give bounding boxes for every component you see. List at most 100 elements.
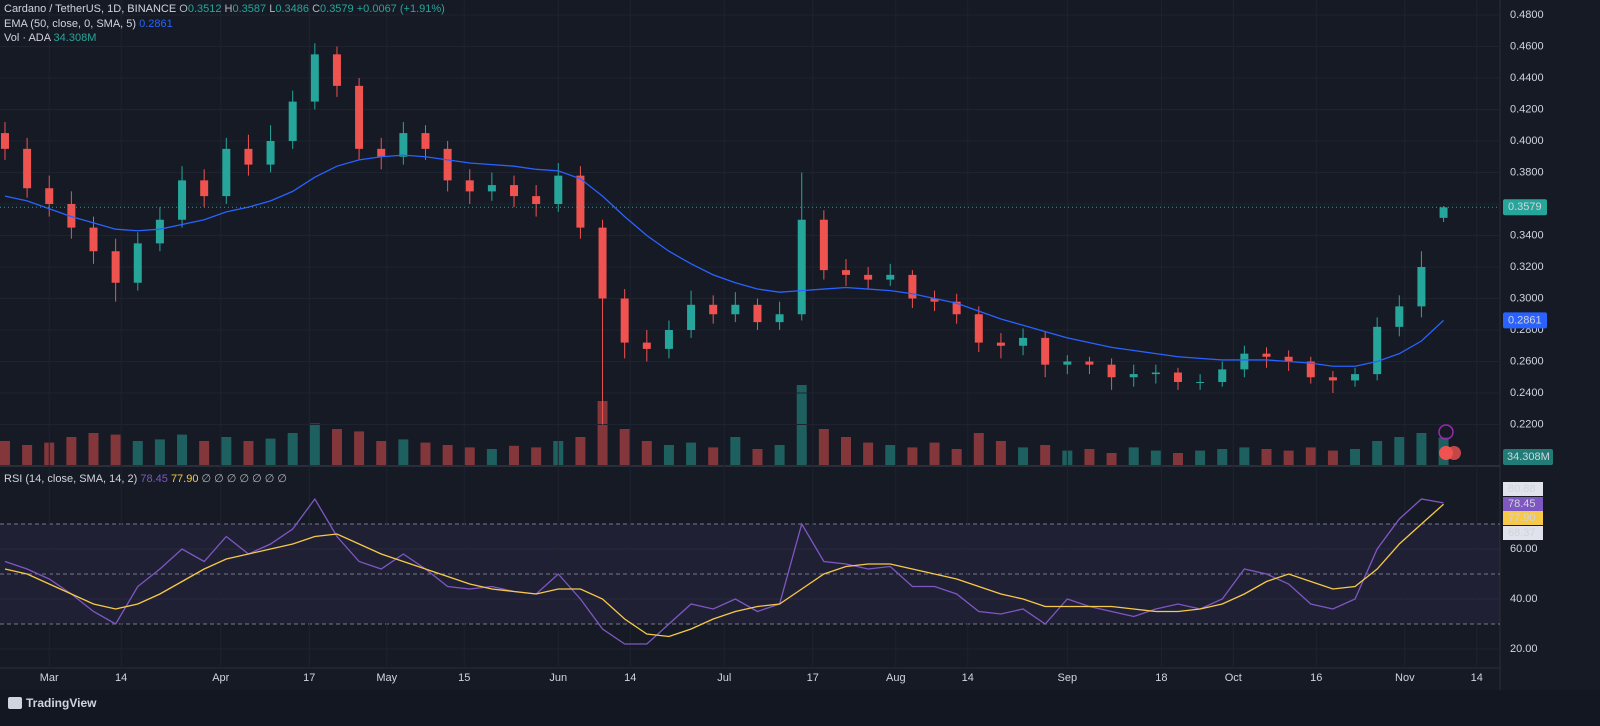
volume-bar bbox=[641, 441, 652, 465]
candle-body bbox=[1240, 353, 1249, 370]
volume-bar bbox=[1040, 445, 1051, 465]
candle-body bbox=[1351, 374, 1360, 381]
volume-bar bbox=[376, 441, 387, 465]
volume-bar bbox=[287, 433, 298, 465]
candle-body bbox=[133, 243, 142, 283]
volume-bar bbox=[221, 437, 232, 465]
candle-body bbox=[974, 314, 983, 343]
rsi-badge-text: 68.37 bbox=[1508, 527, 1536, 539]
candle-body bbox=[465, 180, 474, 192]
x-tick-label: Sep bbox=[1058, 672, 1078, 684]
candle-body bbox=[1041, 337, 1050, 365]
change: +0.0067 (+1.91%) bbox=[356, 3, 445, 15]
volume-bar bbox=[1018, 447, 1029, 465]
volume-bar bbox=[1372, 441, 1383, 465]
ohlc-value: 0.3486 bbox=[275, 3, 309, 15]
candle-body bbox=[89, 227, 98, 252]
x-tick-label: 15 bbox=[458, 672, 470, 684]
ema-value: 0.2861 bbox=[139, 18, 173, 30]
volume-bar bbox=[995, 441, 1006, 465]
candle-body bbox=[1284, 356, 1293, 362]
candle-body bbox=[155, 219, 164, 244]
candle-body bbox=[23, 148, 32, 189]
symbol-title[interactable]: Cardano / TetherUS, 1D, BINANCE bbox=[4, 3, 177, 15]
volume-bar bbox=[88, 433, 99, 465]
rsi-badge bbox=[1503, 511, 1543, 525]
x-tick-label: Jun bbox=[549, 672, 567, 684]
volume-bar bbox=[686, 442, 697, 465]
volume-bar bbox=[1150, 450, 1161, 465]
y-tick-label: 0.4000 bbox=[1510, 135, 1544, 147]
candle-body bbox=[377, 148, 386, 157]
volume-bar bbox=[442, 445, 453, 465]
candle-body bbox=[1417, 266, 1426, 307]
volume-name[interactable]: Vol · ADA bbox=[4, 32, 51, 44]
price-badge-text: 0.3579 bbox=[1508, 201, 1542, 213]
rsi-name[interactable]: RSI (14, close, SMA, 14, 2) bbox=[4, 473, 138, 485]
ohlc-letter: H bbox=[224, 3, 233, 15]
volume-bar bbox=[486, 449, 497, 465]
candle-body bbox=[797, 219, 806, 315]
x-tick-label: 14 bbox=[962, 672, 974, 684]
candle-body bbox=[1373, 326, 1382, 375]
volume-bar bbox=[1084, 449, 1095, 465]
x-tick-label: 17 bbox=[807, 672, 819, 684]
volume-bar bbox=[0, 441, 10, 465]
volume-bar bbox=[531, 447, 542, 465]
x-tick-label: 14 bbox=[1471, 672, 1483, 684]
rsi-badge bbox=[1503, 482, 1543, 496]
ema-badge-text: 0.2861 bbox=[1508, 314, 1542, 326]
volume-bar bbox=[1416, 433, 1427, 465]
candle-body bbox=[111, 251, 120, 283]
logo-mark bbox=[8, 697, 22, 709]
candle-body bbox=[222, 148, 231, 197]
volume-bar bbox=[398, 439, 409, 465]
ohlc-letter: L bbox=[269, 3, 276, 15]
symbol-legend: Cardano / TetherUS, 1D, BINANCE O0.3512 … bbox=[4, 3, 445, 15]
ema-name[interactable]: EMA (50, close, 0, SMA, 5) bbox=[4, 18, 137, 30]
volume-bar bbox=[1106, 453, 1117, 465]
volume-bar bbox=[663, 445, 674, 465]
flag-icon[interactable] bbox=[1447, 446, 1461, 460]
candle-body bbox=[598, 227, 607, 299]
ohlc-value: 0.3579 bbox=[320, 3, 354, 15]
x-tick-label: Apr bbox=[212, 672, 229, 684]
rsi-line bbox=[4, 497, 1444, 645]
x-tick-label: 14 bbox=[624, 672, 636, 684]
volume-badge bbox=[1503, 449, 1553, 465]
candle-body bbox=[1328, 377, 1337, 381]
volume-bar bbox=[973, 433, 984, 465]
candle-body bbox=[1395, 306, 1404, 327]
rsi-band bbox=[0, 524, 1500, 624]
candle-body bbox=[908, 274, 917, 299]
candle-body bbox=[532, 196, 541, 204]
volume-value: 34.308M bbox=[53, 32, 97, 44]
volume-bar bbox=[1350, 449, 1361, 465]
candle-body bbox=[664, 330, 673, 349]
volume-bar bbox=[22, 445, 33, 465]
volume-bar bbox=[509, 445, 520, 465]
candle-body bbox=[930, 298, 939, 302]
candle-body bbox=[952, 301, 961, 315]
volume-bar bbox=[730, 437, 741, 465]
volume-bar bbox=[177, 434, 188, 465]
candle-body bbox=[355, 85, 364, 149]
x-tick-label: 17 bbox=[303, 672, 315, 684]
volume-badge-text: 34.308M bbox=[1507, 451, 1550, 463]
volume-bar bbox=[1327, 450, 1338, 465]
y-tick-label: 0.3000 bbox=[1510, 292, 1544, 304]
y-tick-label: 0.2200 bbox=[1510, 418, 1544, 430]
volume-bar bbox=[1217, 449, 1228, 465]
y-tick-label: 0.4400 bbox=[1510, 72, 1544, 84]
volume-bar bbox=[1261, 449, 1272, 465]
candle-body bbox=[510, 185, 519, 197]
y-tick-label: 0.3800 bbox=[1510, 166, 1544, 178]
branding: TradingView bbox=[26, 696, 97, 710]
event-icon[interactable] bbox=[1438, 424, 1454, 440]
volume-bar bbox=[597, 401, 608, 465]
candle-body bbox=[554, 175, 563, 204]
volume-bar bbox=[309, 423, 320, 465]
